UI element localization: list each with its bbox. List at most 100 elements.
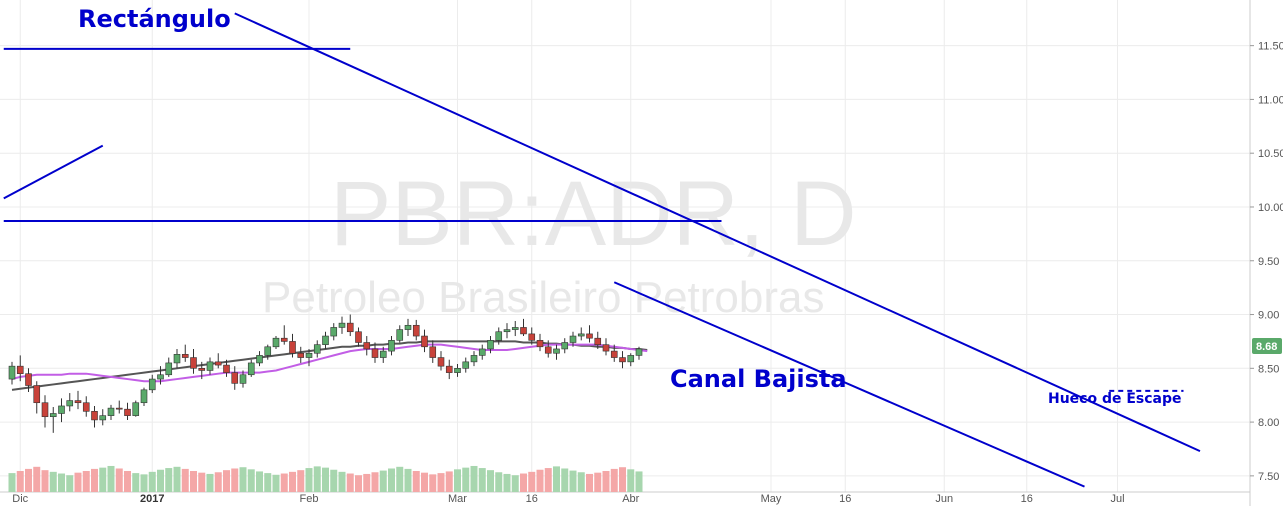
candlestick bbox=[272, 336, 280, 349]
channel-label: Canal Bajista bbox=[670, 365, 847, 393]
candle-body bbox=[107, 407, 115, 416]
candlestick bbox=[586, 325, 593, 343]
x-tick-label: Abr bbox=[622, 493, 639, 505]
candle-body bbox=[264, 346, 272, 356]
volume-bar bbox=[165, 468, 173, 492]
volume-bar bbox=[553, 466, 560, 492]
candlestick bbox=[610, 344, 618, 362]
last-price-value: 8.68 bbox=[1256, 341, 1277, 353]
candle-body bbox=[322, 335, 329, 345]
volume-bar bbox=[297, 470, 305, 492]
volume-bar bbox=[181, 468, 189, 492]
volume-bar bbox=[280, 473, 288, 492]
y-tick-label: 8.50 bbox=[1258, 363, 1279, 375]
candle-body bbox=[49, 413, 57, 418]
volume-bar bbox=[66, 475, 74, 492]
volume-bar bbox=[173, 466, 181, 492]
trendline-left-uptrend bbox=[3, 144, 104, 200]
candle-body bbox=[437, 357, 445, 367]
candlestick bbox=[49, 407, 57, 433]
candle-body bbox=[41, 402, 49, 418]
last-price-badge bbox=[1252, 338, 1282, 354]
candle-body bbox=[396, 329, 404, 341]
candle-body bbox=[165, 362, 173, 376]
candle-body bbox=[412, 324, 420, 337]
y-tick-label: 9.50 bbox=[1258, 256, 1279, 268]
candle-body bbox=[371, 348, 379, 358]
volume-bar bbox=[404, 468, 412, 492]
x-tick-label: May bbox=[761, 493, 782, 505]
candle-body bbox=[355, 331, 362, 343]
candle-body bbox=[619, 357, 626, 363]
volume-bar bbox=[107, 465, 115, 492]
volume-bar bbox=[577, 472, 585, 492]
candle-body bbox=[379, 350, 387, 358]
candlestick bbox=[346, 314, 354, 337]
volume-bar bbox=[544, 468, 552, 492]
volume-bar bbox=[371, 472, 379, 492]
candlestick bbox=[379, 346, 387, 363]
candle-body bbox=[190, 357, 197, 369]
candle-body bbox=[454, 368, 461, 373]
candle-body bbox=[231, 372, 239, 384]
volume-bar bbox=[256, 471, 263, 492]
candlestick bbox=[445, 359, 453, 380]
candlestick bbox=[355, 327, 362, 347]
candlestick bbox=[520, 318, 527, 337]
volume-bar bbox=[610, 468, 618, 492]
trendline-channel-lower bbox=[613, 281, 1085, 488]
volume-bar bbox=[619, 467, 626, 492]
volume-bar bbox=[511, 475, 519, 492]
y-tick-label: 11.50 bbox=[1258, 41, 1283, 53]
candlestick bbox=[429, 340, 437, 363]
y-tick-label: 10.00 bbox=[1258, 202, 1283, 214]
volume-bar bbox=[355, 475, 362, 492]
candlestick bbox=[280, 325, 288, 345]
candle-body bbox=[511, 327, 519, 330]
volume-bar bbox=[231, 468, 239, 492]
candlestick bbox=[239, 370, 247, 388]
volume-bar bbox=[379, 470, 387, 492]
candlestick bbox=[338, 316, 346, 334]
volume-bar bbox=[462, 467, 470, 492]
candle-body bbox=[173, 354, 181, 364]
volume-bar bbox=[206, 473, 214, 492]
y-tick-label: 10.50 bbox=[1258, 148, 1283, 160]
candlestick bbox=[223, 359, 230, 377]
candle-body bbox=[338, 322, 346, 328]
watermark: PBR:ADR, D Petroleo Brasileiro Petrobras bbox=[262, 163, 857, 322]
volume-bar bbox=[247, 469, 255, 492]
candlestick bbox=[58, 398, 65, 423]
volume-bar bbox=[487, 470, 494, 492]
volume-bar bbox=[520, 473, 527, 492]
candle-body bbox=[297, 352, 305, 358]
volume-bar bbox=[58, 473, 65, 492]
candlestick bbox=[247, 359, 255, 377]
trendline-channel-upper bbox=[234, 12, 1201, 453]
volume-bar bbox=[140, 474, 148, 492]
candlestick bbox=[297, 346, 305, 363]
volume-bar bbox=[412, 471, 420, 492]
volume-bar bbox=[429, 474, 437, 492]
candlestick bbox=[8, 361, 16, 385]
x-tick-label: 16 bbox=[839, 493, 851, 505]
volume-bar bbox=[561, 468, 569, 492]
volume-bar bbox=[74, 472, 82, 492]
volume-bar bbox=[536, 469, 544, 492]
candlestick bbox=[544, 340, 552, 358]
volume-bar bbox=[495, 472, 503, 492]
volume-bar bbox=[503, 473, 511, 492]
volume-bar bbox=[445, 471, 453, 492]
candlestick bbox=[231, 366, 239, 390]
volume-bar bbox=[41, 470, 49, 492]
volume-bar bbox=[437, 473, 445, 492]
candlestick bbox=[487, 336, 494, 354]
volume-bar bbox=[322, 467, 329, 492]
candlestick bbox=[396, 325, 404, 343]
volume-bar bbox=[190, 471, 197, 492]
candlestick bbox=[635, 346, 643, 360]
candle-body bbox=[25, 373, 32, 386]
candlestick bbox=[470, 351, 478, 367]
